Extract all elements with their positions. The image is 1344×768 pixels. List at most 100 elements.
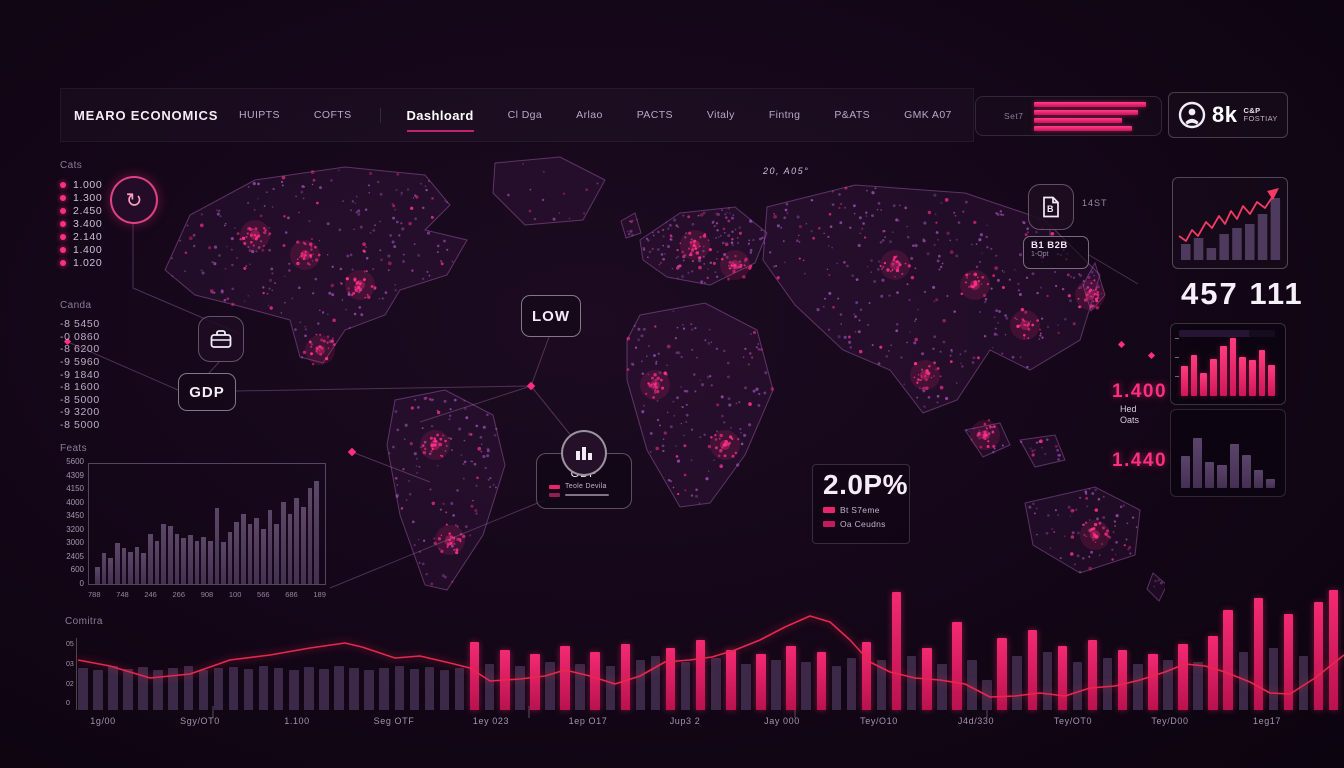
legend-label: Teole Devila <box>565 483 607 490</box>
brand-logo[interactable]: MEARO ECONOMICS <box>74 107 219 123</box>
bar <box>307 488 313 584</box>
bar <box>334 666 344 710</box>
bar <box>1210 358 1217 396</box>
bar <box>161 524 167 584</box>
bar <box>148 533 153 584</box>
bar <box>194 540 200 584</box>
bar <box>1229 444 1239 488</box>
bar <box>1178 644 1188 710</box>
bar <box>261 528 266 584</box>
refresh-icon: ↻ <box>125 189 143 212</box>
list-item: -8 5450 <box>60 318 100 331</box>
y-tick: 4150 <box>66 484 84 494</box>
bar <box>294 497 299 584</box>
bar <box>997 638 1007 710</box>
nav-item-arlao[interactable]: Arlao <box>576 109 603 121</box>
nav-item-fintng[interactable]: Fintng <box>768 109 801 121</box>
bullet-dot <box>60 259 66 266</box>
bar <box>243 669 254 710</box>
list-item: 3.400 <box>60 217 102 230</box>
bar <box>1163 660 1173 710</box>
bar <box>590 652 600 710</box>
bar <box>937 664 947 710</box>
pink-bars-panel[interactable] <box>1170 323 1286 405</box>
trend-spark-panel[interactable] <box>1172 177 1288 269</box>
bar <box>1117 650 1128 710</box>
low-tag[interactable]: LOW <box>521 295 581 337</box>
list-value: -9 3200 <box>60 406 100 419</box>
bar <box>1268 364 1276 396</box>
logo-number: 8k <box>1212 102 1238 127</box>
bar <box>469 642 480 710</box>
bar <box>187 534 193 584</box>
bar <box>982 680 992 710</box>
metric-label: Hed Oats <box>1120 404 1140 425</box>
comitra-chart: Comitra 05 03 02 0 1g/00 Sgy/OT0 1.100 Seg OTF… <box>60 590 1344 768</box>
bar <box>364 670 374 710</box>
node-tag-subtitle: 1-Opt <box>1031 251 1049 258</box>
bar <box>816 652 826 710</box>
list-item: -8 5000 <box>60 419 100 432</box>
gdp-tag[interactable]: GDP <box>178 373 236 411</box>
bar <box>174 533 180 584</box>
bar <box>1253 598 1264 710</box>
bar <box>154 540 160 584</box>
bar <box>213 668 224 710</box>
region-node-tag[interactable]: B1 B2B 1-Opt <box>1023 236 1089 269</box>
y-tick: 03 <box>66 661 74 668</box>
bar <box>756 654 766 710</box>
bar <box>314 480 319 584</box>
x-tick: Jay 000 <box>764 716 800 726</box>
bar <box>861 642 872 710</box>
bar <box>241 514 246 584</box>
account-badge[interactable]: 8k C&P FOSTIAY <box>1168 92 1288 138</box>
bullet-dot <box>60 207 66 214</box>
plot-area <box>88 463 326 585</box>
nav-item-cofts[interactable]: COFTS <box>313 109 352 121</box>
nav-item-dashloard[interactable]: Dashloard <box>379 107 474 132</box>
legend-label: Bt S7eme <box>840 505 880 515</box>
bar <box>228 667 239 710</box>
bar <box>273 668 284 710</box>
nav-item-gmk-a07[interactable]: GMK A07 <box>904 109 952 121</box>
refresh-chip[interactable]: ↻ <box>110 176 158 224</box>
bar <box>771 660 781 710</box>
x-tick: Sgy/OT0 <box>180 716 220 726</box>
nav-item-p-ats[interactable]: P&ATS <box>834 109 871 121</box>
legend-swatch <box>549 493 560 497</box>
list-item: 1.020 <box>60 256 102 269</box>
signal-bars <box>1033 101 1146 131</box>
bar <box>1027 630 1037 710</box>
list-value: -9 5960 <box>60 356 100 369</box>
bar <box>183 666 193 710</box>
bar <box>439 670 450 710</box>
x-tick: 246 <box>144 590 157 599</box>
bar <box>304 667 314 710</box>
bar <box>123 669 133 710</box>
y-tick: 600 <box>70 565 84 575</box>
signal-widget[interactable]: Set7 <box>975 96 1162 136</box>
bar <box>620 644 631 710</box>
purple-bars-panel[interactable] <box>1170 409 1286 497</box>
nav-item-cl-dga[interactable]: Cl Dga <box>507 109 543 121</box>
briefcase-icon <box>210 330 232 348</box>
y-axis-line <box>76 638 77 710</box>
list-title: Cats <box>60 160 83 171</box>
gdp-summary-card[interactable]: GDP Teole Devila <box>536 430 632 509</box>
y-tick: 5600 <box>66 457 84 466</box>
bar <box>108 557 113 584</box>
list-item: -8 1600 <box>60 381 100 394</box>
nav-item-vitaly[interactable]: Vitaly <box>706 109 735 121</box>
trend-sparkline <box>1178 188 1281 260</box>
list-item: 2.450 <box>60 204 102 217</box>
growth-stat-card[interactable]: 2.0P% Bt S7eme Oa Ceudns <box>812 464 910 544</box>
bar <box>214 508 220 584</box>
x-tick: Seg OTF <box>373 716 415 726</box>
briefcase-chip[interactable] <box>198 316 244 362</box>
bar <box>1328 590 1339 710</box>
bar <box>207 540 213 584</box>
document-chip[interactable]: B <box>1028 184 1074 230</box>
nav-item-pacts[interactable]: PACTS <box>636 109 673 121</box>
nav-item-huipts[interactable]: HUIPTS <box>239 109 280 121</box>
